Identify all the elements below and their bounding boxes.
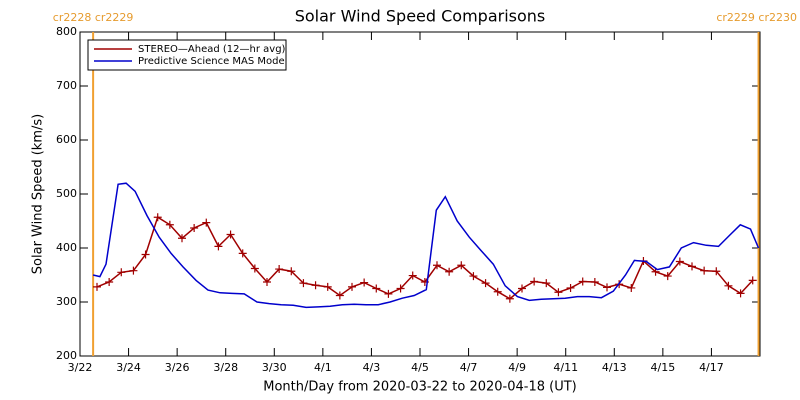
data-marker <box>214 242 223 251</box>
carrington-label: cr2229 cr2230 <box>716 11 797 24</box>
data-marker <box>748 276 757 285</box>
x-tick-label: 4/3 <box>363 361 381 374</box>
data-marker <box>554 288 563 297</box>
data-marker <box>396 284 405 293</box>
data-marker <box>226 230 235 239</box>
data-marker <box>663 272 672 281</box>
data-marker <box>603 283 611 292</box>
data-marker <box>578 277 587 286</box>
data-marker <box>481 279 490 288</box>
data-marker <box>165 220 174 229</box>
data-marker <box>250 264 259 273</box>
data-marker <box>505 294 514 303</box>
x-tick-label: 4/5 <box>411 361 429 374</box>
x-axis-label: Month/Day from 2020-03-22 to 2020-04-18 … <box>263 380 576 395</box>
data-marker <box>117 268 126 277</box>
data-marker <box>724 281 733 290</box>
x-tick-label: 4/13 <box>602 361 627 374</box>
data-marker <box>700 266 709 275</box>
x-tick-label: 3/28 <box>213 361 238 374</box>
x-tick-label: 4/7 <box>460 361 478 374</box>
y-tick-label: 600 <box>56 133 77 146</box>
y-tick-label: 300 <box>56 295 77 308</box>
series-line <box>92 182 760 309</box>
data-marker <box>445 267 454 276</box>
data-marker <box>178 234 186 243</box>
series-line <box>96 216 754 300</box>
x-tick-label: 4/17 <box>699 361 724 374</box>
data-marker <box>105 278 114 287</box>
data-marker <box>433 261 441 270</box>
data-marker <box>384 289 393 298</box>
data-marker <box>542 279 551 288</box>
y-tick-label: 500 <box>56 187 77 200</box>
x-tick-label: 3/30 <box>262 361 287 374</box>
data-marker <box>129 266 138 275</box>
data-marker <box>238 249 247 258</box>
data-marker <box>190 224 199 233</box>
data-marker <box>627 283 636 292</box>
data-marker <box>299 279 308 288</box>
data-marker <box>493 287 502 296</box>
data-marker <box>530 277 539 286</box>
data-marker <box>469 272 478 281</box>
carrington-label: cr2228 cr2229 <box>53 11 134 24</box>
data-marker <box>712 267 721 276</box>
data-marker <box>202 218 211 227</box>
data-marker <box>323 282 332 291</box>
data-marker <box>590 278 599 287</box>
data-marker <box>93 282 101 291</box>
data-marker <box>335 291 344 300</box>
x-tick-label: 4/1 <box>314 361 332 374</box>
data-marker <box>311 281 320 290</box>
data-marker <box>360 278 369 287</box>
x-tick-label: 4/9 <box>508 361 526 374</box>
x-tick-label: 4/15 <box>651 361 676 374</box>
data-marker <box>348 282 356 291</box>
data-marker <box>275 265 284 274</box>
data-marker <box>408 271 417 280</box>
legend-label: Predictive Science MAS Model <box>138 56 287 67</box>
data-marker <box>736 289 745 298</box>
y-tick-label: 200 <box>56 349 77 362</box>
data-marker <box>287 267 296 276</box>
data-marker <box>457 261 466 270</box>
y-tick-label: 800 <box>56 25 77 38</box>
chart-title: Solar Wind Speed Comparisons <box>295 7 546 26</box>
x-tick-label: 3/26 <box>165 361 190 374</box>
x-tick-label: 3/22 <box>68 361 93 374</box>
data-marker <box>141 250 150 259</box>
data-marker <box>153 213 162 222</box>
x-tick-label: 3/24 <box>116 361 141 374</box>
legend-label: STEREO—Ahead (12—hr avg) <box>138 44 286 55</box>
data-marker <box>675 257 684 266</box>
data-marker <box>566 283 575 292</box>
data-marker <box>263 278 271 287</box>
legend-box <box>87 39 287 71</box>
data-marker <box>688 262 696 271</box>
data-marker <box>518 284 526 293</box>
data-marker <box>372 284 381 293</box>
x-tick-label: 4/11 <box>553 361 578 374</box>
y-tick-label: 400 <box>56 241 77 254</box>
y-tick-label: 700 <box>56 79 77 92</box>
plot-frame <box>79 31 761 357</box>
y-axis-label: Solar Wind Speed (km/s) <box>31 114 46 274</box>
